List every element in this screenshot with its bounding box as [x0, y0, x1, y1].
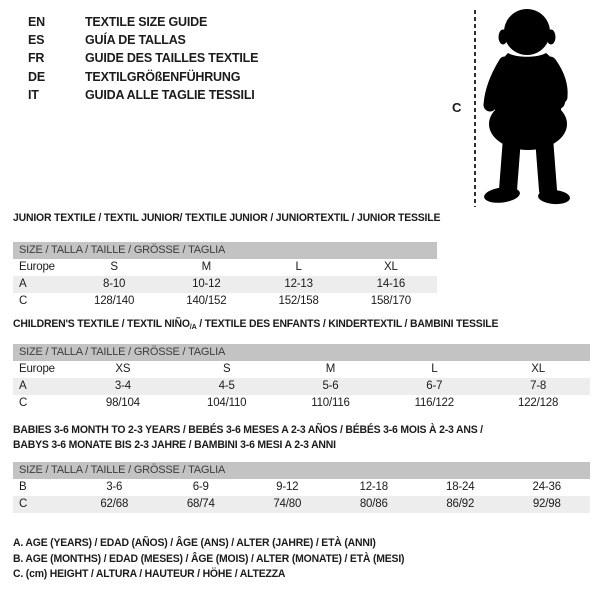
table-cell: 104/110 [207, 397, 247, 409]
baby-silhouette-icon [482, 6, 577, 208]
title-line: BABYS 3-6 MONATE BIS 2-3 JAHRE / BAMBINI… [13, 439, 336, 451]
junior-textile-table: SIZE / TALLA / TAILLE / GRÖSSE / TAGLIA … [13, 242, 437, 310]
table-cell: M [325, 363, 336, 375]
table-cell: 3-6 [106, 481, 123, 493]
table-cell: 62/68 [100, 498, 129, 510]
table-cell: 12-13 [284, 278, 313, 290]
legend: A. AGE (YEARS) / EDAD (AÑOS) / ÂGE (ANS)… [13, 536, 425, 583]
table-row: A 3-4 4-5 5-6 6-7 7-8 [13, 378, 590, 395]
table-cell: 74/80 [273, 498, 302, 510]
table-cell: 140/152 [186, 295, 227, 307]
table-cell: 7-8 [530, 380, 547, 392]
lang-row-de: DE TEXTILGRÖßENFÜHRUNG [28, 68, 258, 86]
row-label: A [19, 278, 27, 290]
table-cell: 128/140 [94, 295, 135, 307]
babies-textile-table: SIZE / TALLA / TAILLE / GRÖSSE / TAGLIA … [13, 462, 590, 513]
table-cell: XS [115, 363, 131, 375]
table-cell: 158/170 [370, 295, 411, 307]
table-cell: XL [531, 363, 545, 375]
row-label: Europe [19, 363, 55, 375]
title-text: / TEXTILE DES ENFANTS / KINDERTEXTIL / B… [196, 318, 499, 330]
size-header-bar: SIZE / TALLA / TAILLE / GRÖSSE / TAGLIA [13, 242, 437, 259]
lang-row-it: IT GUIDA ALLE TAGLIE TESSILI [28, 86, 258, 104]
language-header: EN TEXTILE SIZE GUIDE ES GUÍA DE TALLAS … [28, 13, 258, 104]
size-header-bar: SIZE / TALLA / TAILLE / GRÖSSE / TAGLIA [13, 462, 590, 479]
title-subscript: /A [189, 322, 197, 331]
table-cell: L [431, 363, 438, 375]
table-cell: 8-10 [103, 278, 126, 290]
table-cell: 18-24 [446, 481, 475, 493]
height-measure-label: C [452, 100, 462, 115]
table-cell: 152/158 [278, 295, 319, 307]
table-row: Europe S M L XL [13, 259, 437, 276]
table-cell: 4-5 [218, 380, 235, 392]
row-label: Europe [19, 261, 55, 273]
lang-row-es: ES GUÍA DE TALLAS [28, 31, 258, 49]
lang-code: FR [28, 51, 45, 66]
table-cell: 98/104 [105, 397, 140, 409]
title-line: BABIES 3-6 MONTH TO 2-3 YEARS / BEBÉS 3-… [13, 424, 483, 436]
junior-table-title: JUNIOR TEXTILE / TEXTIL JUNIOR/ TEXTILE … [13, 212, 441, 224]
table-cell: 5-6 [322, 380, 339, 392]
lang-row-en: EN TEXTILE SIZE GUIDE [28, 13, 258, 31]
table-cell: M [201, 261, 212, 273]
row-label: C [19, 295, 28, 307]
table-cell: 86/92 [446, 498, 475, 510]
lang-label: TEXTILGRÖßENFÜHRUNG [85, 69, 241, 84]
babies-table-title: BABIES 3-6 MONTH TO 2-3 YEARS / BEBÉS 3-… [13, 423, 483, 453]
height-measure-dashed-line [474, 10, 476, 207]
lang-row-fr: FR GUIDE DES TAILLES TEXTILE [28, 49, 258, 67]
table-cell: 6-7 [426, 380, 443, 392]
table-cell: 3-4 [114, 380, 131, 392]
table-cell: S [222, 363, 231, 375]
lang-label: GUIDE DES TAILLES TEXTILE [85, 51, 259, 66]
table-cell: 6-9 [192, 481, 209, 493]
title-text: CHILDREN'S TEXTILE / TEXTIL NIÑO [13, 318, 190, 330]
size-header-bar: SIZE / TALLA / TAILLE / GRÖSSE / TAGLIA [13, 344, 590, 361]
table-cell: 9-12 [276, 481, 299, 493]
table-cell: 10-12 [192, 278, 221, 290]
table-row: C 98/104 104/110 110/116 116/122 122/128 [13, 395, 590, 412]
table-row: C 62/68 68/74 74/80 80/86 86/92 92/98 [13, 496, 590, 513]
childrens-table-title: CHILDREN'S TEXTILE / TEXTIL NIÑO/A / TEX… [13, 318, 498, 331]
table-row: B 3-6 6-9 9-12 12-18 18-24 24-36 [13, 479, 590, 496]
table-cell: 68/74 [186, 498, 215, 510]
table-cell: 116/122 [414, 397, 455, 409]
row-label: A [19, 380, 27, 392]
lang-code: ES [28, 33, 45, 48]
table-cell: 122/128 [518, 397, 559, 409]
table-cell: 92/98 [532, 498, 561, 510]
legend-line-a: A. AGE (YEARS) / EDAD (AÑOS) / ÂGE (ANS)… [13, 537, 376, 549]
lang-label: GUIDA ALLE TAGLIE TESSILI [85, 87, 255, 102]
lang-label: GUÍA DE TALLAS [85, 33, 186, 48]
table-cell: S [110, 261, 118, 273]
table-row: C 128/140 140/152 152/158 158/170 [13, 293, 437, 310]
table-row: A 8-10 10-12 12-13 14-16 [13, 276, 437, 293]
legend-line-b: B. AGE (MONTHS) / EDAD (MESES) / ÂGE (MO… [13, 552, 405, 565]
row-label: B [19, 481, 27, 493]
lang-code: DE [28, 69, 45, 84]
table-cell: 12-18 [359, 481, 389, 493]
lang-label: TEXTILE SIZE GUIDE [85, 15, 208, 29]
childrens-textile-table: SIZE / TALLA / TAILLE / GRÖSSE / TAGLIA … [13, 344, 590, 412]
table-cell: L [295, 261, 302, 273]
table-cell: XL [384, 261, 398, 273]
table-cell: 110/116 [311, 397, 350, 409]
lang-code: EN [28, 15, 45, 29]
row-label: C [19, 498, 28, 510]
table-cell: 14-16 [376, 278, 406, 290]
table-cell: 24-36 [532, 481, 562, 493]
table-row: Europe XS S M L XL [13, 361, 590, 378]
table-cell: 80/86 [359, 498, 388, 510]
lang-code: IT [28, 87, 39, 102]
row-label: C [19, 397, 28, 409]
legend-line-c: C. (cm) HEIGHT / ALTURA / HAUTEUR / HÖHE… [13, 568, 286, 581]
